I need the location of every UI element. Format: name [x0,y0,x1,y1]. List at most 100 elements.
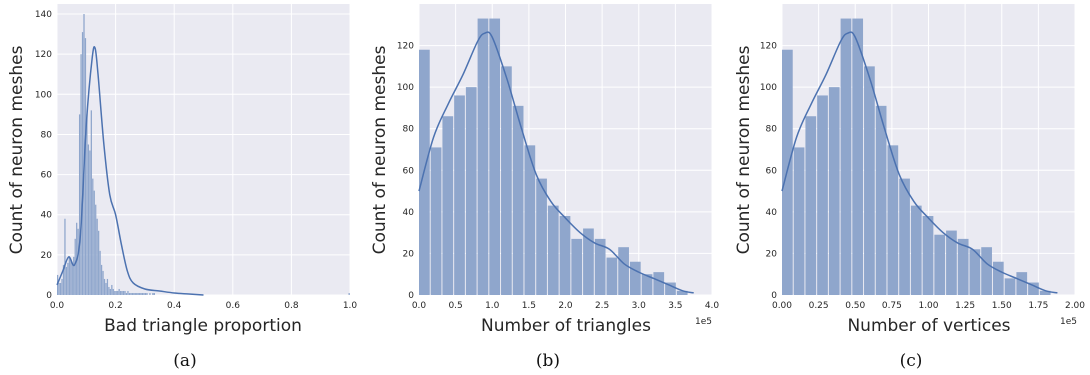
histogram-bar [805,116,817,295]
histogram-bar [153,292,155,295]
gridlines [56,4,351,296]
x-tick-label: 0.0 [50,301,65,311]
histogram-bar [641,274,653,295]
histogram-bar [144,292,147,295]
x-tick-label: 3.0 [632,301,647,311]
panel-c: 0.00 0.25 0.50 0.75 1.00 1.25 1.50 1.75 2.00 0 20… [734,4,1085,371]
histogram-bar [137,292,139,295]
histogram-bar [109,288,112,295]
histogram-bar [67,262,69,295]
y-tick-label: 0 [408,291,414,301]
kde-curve [418,31,694,294]
histogram-bar [840,18,852,296]
histogram-bar [606,257,618,295]
histogram-bar [134,292,136,295]
x-tick-label: 1.50 [992,301,1012,311]
histogram-bar [957,238,969,295]
histogram-bar [489,18,501,296]
histogram-bar [583,228,594,295]
y-tick-label: 20 [41,251,53,261]
histogram-bar [547,205,559,295]
histogram-bar [81,32,84,295]
histogram-bar [84,38,87,295]
y-axis-label: Count of neuron meshes [370,45,390,254]
x-tick-label: 2.5 [595,301,609,311]
kde-curve [781,31,1058,294]
x-tick-label: 0.4 [167,301,182,311]
y-tick-label: 40 [766,208,778,218]
histogram-bar [969,249,981,295]
histogram-bar [141,292,144,295]
y-tick-labels: 0 20 40 60 80 100 120 [760,42,777,301]
y-tick-labels: 0 20 40 60 80 100 120 [397,42,414,301]
histogram-bar [899,178,910,295]
histogram-bar [106,278,109,295]
histogram-bar [112,288,114,295]
histogram-bar [99,250,101,295]
histogram-bar [59,282,62,295]
histogram-bar [676,290,688,295]
histogram-bar [887,145,899,295]
x-tick-label: 4.0 [705,301,720,311]
histogram-bar [86,114,88,296]
histogram-bar [117,290,119,295]
y-tick-label: 40 [403,208,415,218]
histogram-bar [70,258,72,295]
histogram-bar [92,178,94,295]
y-tick-label: 120 [35,50,52,60]
histogram-bar [58,282,60,295]
histogram-bar [71,262,73,295]
y-tick-label: 0 [771,291,777,301]
x-axis-label: Number of triangles [481,316,651,336]
panel-b: 0.0 0.5 1.0 1.5 2.0 2.5 3.0 3.5 4.0 0 20 40 60 80 100… [370,4,719,371]
x-tick-label: 1.0 [343,301,358,311]
panel-caption: (b) [536,351,560,371]
x-tick-label: 3.5 [668,301,682,311]
x-tick-label: 0.2 [108,301,122,311]
histogram-bar [133,292,135,295]
histogram-bar [124,290,126,295]
histogram-bar [594,238,606,295]
histogram-bar [146,292,148,295]
x-tick-labels: 0.0 0.2 0.4 0.6 0.8 1.0 [50,301,358,311]
x-tick-label: 1.0 [485,301,500,311]
histogram-bar [152,292,154,295]
x-tick-label: 0.5 [448,301,462,311]
histogram-bar [149,292,151,295]
axes-background [57,4,350,295]
histogram-bar [77,228,79,295]
histogram-bar [100,264,103,295]
histogram-bar [817,95,828,295]
y-tick-label: 120 [760,42,777,52]
histogram-bar [571,238,583,295]
histogram-bar [536,178,547,295]
histogram-bar [127,290,129,295]
x-tick-label: 1.00 [918,301,938,311]
histogram-bar [501,66,512,295]
x-tick-label: 0.50 [845,301,865,311]
histogram-bar [143,292,145,295]
histogram-bar [90,110,92,296]
histogram-bar [111,284,113,295]
x-axis-label: Number of vertices [847,316,1010,336]
histogram-bar [121,290,123,295]
histogram-bar [98,230,100,295]
x-tick-label: 0.75 [882,301,902,311]
histogram-bar [140,292,142,295]
histogram-bar [922,216,934,295]
histogram-bar [119,290,122,295]
x-tick-label: 0.0 [412,301,427,311]
histogram-bar [122,290,125,295]
histogram-bar [629,261,641,295]
histogram-bar [430,147,442,295]
x-tick-label: 1.75 [1028,301,1048,311]
histogram-bar [934,234,946,295]
y-tick-labels: 0 20 40 60 80 100 120 140 [35,10,52,301]
histogram-bar [80,54,82,296]
histogram-bar [64,218,66,295]
x-axis-scale-label: 1e5 [695,317,712,327]
histogram-bar [128,292,131,295]
histogram-bar [96,218,98,295]
histogram-bar [125,292,128,295]
